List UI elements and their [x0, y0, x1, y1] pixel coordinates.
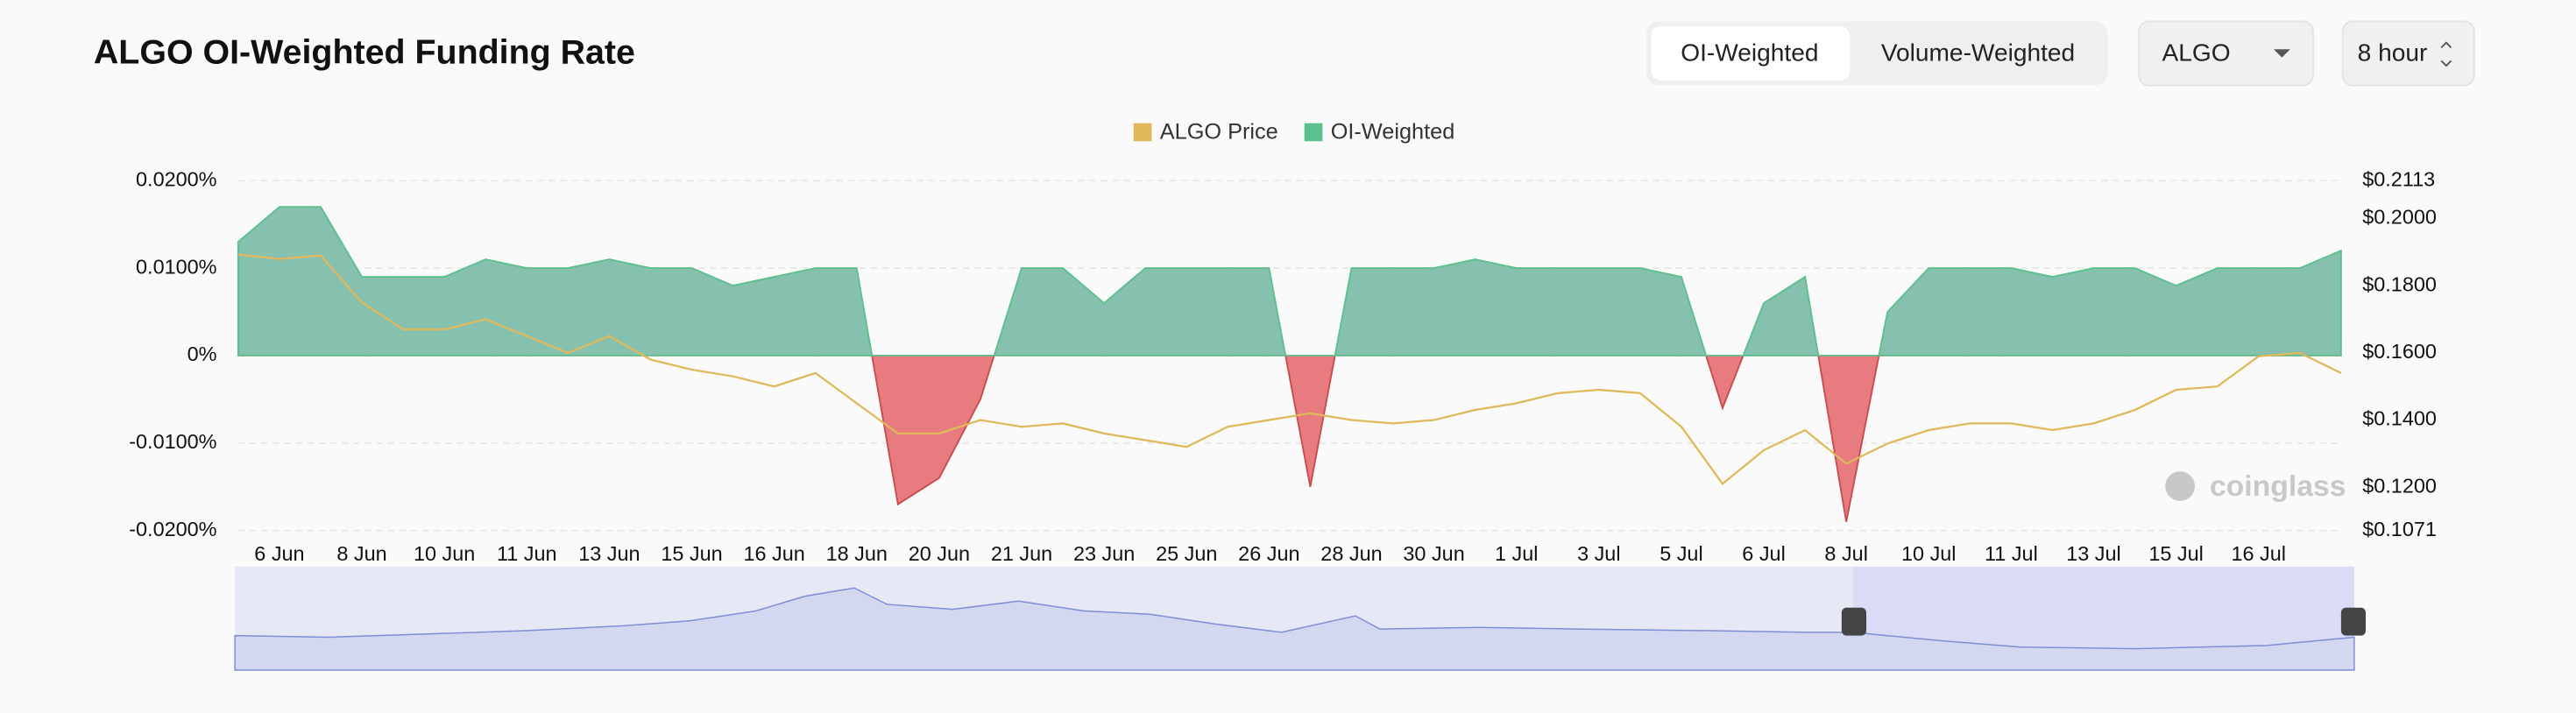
- navigator-series: [234, 587, 2355, 671]
- y2-tick-label: $0.1200: [2362, 474, 2437, 497]
- tab-active-bg: [1651, 26, 1851, 81]
- watermark-logo: [2165, 471, 2195, 501]
- navigator-handle[interactable]: [2340, 607, 2366, 636]
- legend-label: OI-Weighted: [1331, 120, 1455, 145]
- y-tick-label: -0.0100%: [129, 430, 216, 453]
- y-tick-label: 0%: [188, 342, 217, 365]
- x-tick-label: 15 Jul: [2148, 542, 2204, 565]
- x-tick-label: 13 Jul: [2066, 542, 2121, 565]
- y2-tick-label: $0.1600: [2362, 340, 2437, 363]
- dropdown-arrow: [2274, 49, 2290, 58]
- y2-tick-label: $0.2000: [2362, 206, 2437, 229]
- plot: -0.0200% -0.0100% 0% 0.0100% 0.0200% $0.1071 $…: [129, 167, 2437, 565]
- y2-tick-label: $0.2113: [2362, 167, 2435, 190]
- spinner-arrows: [2440, 41, 2452, 67]
- x-tick-label: 3 Jul: [1577, 542, 1620, 565]
- x-tick-label: 25 Jun: [1156, 542, 1217, 565]
- x-tick-label: 6 Jul: [1742, 542, 1785, 565]
- x-tick-label: 15 Jun: [661, 542, 722, 565]
- x-tick-label: 8 Jun: [336, 542, 386, 565]
- interval-value: 8 hour: [2358, 39, 2428, 66]
- symbol-select[interactable]: [2138, 20, 2314, 87]
- y-tick-label: 0.0100%: [136, 255, 216, 278]
- x-tick-label: 20 Jun: [909, 542, 970, 565]
- watermark: coinglass: [2210, 469, 2346, 503]
- tab[interactable]: Volume-Weighted: [1881, 39, 2075, 66]
- x-tick-label: 28 Jun: [1320, 542, 1382, 565]
- positive-area: [237, 206, 2342, 356]
- x-tick-label: 21 Jun: [991, 542, 1052, 565]
- x-tick-label: 11 Jun: [497, 542, 557, 565]
- x-tick-label: 1 Jul: [1495, 542, 1538, 565]
- x-tick-label: 16 Jul: [2231, 542, 2286, 565]
- x-tick-label: 6 Jun: [254, 542, 304, 565]
- negative-area: [237, 356, 2342, 522]
- y2-tick-label: $0.1800: [2362, 272, 2437, 295]
- x-tick-label: 10 Jun: [414, 542, 475, 565]
- legend-swatch: [1133, 123, 1152, 142]
- x-tick-label: 16 Jun: [743, 542, 804, 565]
- y-tick-label: 0.0200%: [136, 167, 216, 190]
- tab[interactable]: OI-Weighted: [1681, 39, 1818, 66]
- legend-label: ALGO Price: [1160, 120, 1278, 145]
- symbol-value: ALGO: [2162, 39, 2231, 66]
- x-tick-label: 5 Jul: [1660, 542, 1702, 565]
- page-title: ALGO OI-Weighted Funding Rate: [94, 32, 635, 71]
- x-tick-label: 23 Jun: [1073, 542, 1135, 565]
- price-line: [237, 253, 2342, 485]
- legend-swatch: [1304, 123, 1323, 142]
- x-tick-label: 8 Jul: [1824, 542, 1867, 565]
- x-tick-label: 10 Jul: [1901, 542, 1957, 565]
- x-tick-label: 30 Jun: [1403, 542, 1464, 565]
- x-tick-label: 18 Jun: [826, 542, 888, 565]
- y2-tick-label: $0.1071: [2362, 518, 2437, 540]
- y-tick-label: -0.0200%: [129, 518, 216, 540]
- x-tick-label: 13 Jun: [578, 542, 640, 565]
- y2-tick-label: $0.1400: [2362, 407, 2437, 430]
- x-tick-label: 11 Jul: [1985, 542, 2038, 565]
- navigator-handle[interactable]: [1841, 607, 1866, 636]
- x-tick-label: 26 Jun: [1238, 542, 1299, 565]
- interval-select[interactable]: [2341, 20, 2475, 87]
